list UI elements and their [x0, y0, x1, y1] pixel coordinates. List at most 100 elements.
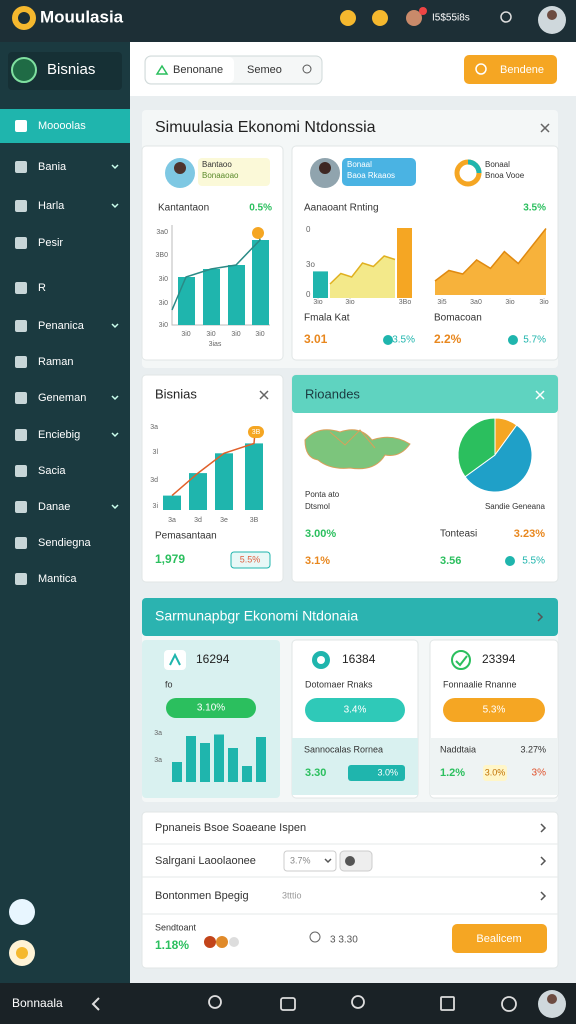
- bar: [214, 734, 224, 782]
- button-label[interactable]: Bealicem: [476, 933, 521, 945]
- bar: [242, 766, 252, 782]
- label: 1,979: [155, 552, 185, 566]
- tick-label: 3i0: [159, 300, 168, 307]
- tick-label: 3i0: [231, 331, 240, 338]
- marker: [252, 227, 264, 239]
- tab-active: [146, 57, 234, 83]
- label: 3.0%: [377, 767, 398, 777]
- pill: [305, 698, 405, 722]
- nav-item[interactable]: Penanica: [38, 320, 85, 332]
- label: Bonaal: [347, 160, 372, 169]
- tick-label: 0: [306, 225, 311, 234]
- bar: [397, 228, 412, 298]
- nav-item[interactable]: R: [38, 282, 46, 294]
- nav-item[interactable]: Harla: [38, 200, 65, 212]
- bar: [313, 271, 328, 298]
- chevron: [111, 504, 119, 510]
- tick-label: 3i0: [206, 331, 215, 338]
- notification-icon[interactable]: [340, 10, 356, 26]
- pill: [230, 551, 271, 569]
- label: Dotomaer Rnaks: [305, 679, 373, 689]
- settings-row[interactable]: Ppnaneis Bsoe Soaeane Ispen: [155, 822, 306, 834]
- nav-item[interactable]: Enciebig: [38, 429, 80, 441]
- logo-inner: [18, 12, 30, 24]
- chevron: [111, 395, 119, 401]
- label: 3B: [252, 429, 261, 436]
- chevron: [111, 323, 119, 329]
- line: [329, 255, 396, 285]
- pie-slice: [457, 417, 496, 478]
- settings-icon[interactable]: [372, 10, 388, 26]
- tick-label: 3a0: [156, 229, 168, 236]
- label: 3.27%: [520, 744, 546, 754]
- label: 3B: [250, 517, 259, 524]
- panel-title: Sarmunapbgr Ekonomi Ntdonaia: [155, 608, 358, 624]
- label: 3io: [505, 299, 514, 306]
- tab[interactable]: Semeo: [247, 64, 282, 76]
- brand: Mouulasia: [40, 7, 124, 26]
- bar: [189, 473, 207, 510]
- panel-header: [142, 598, 558, 636]
- label: 3e: [220, 517, 228, 524]
- nav-item[interactable]: Mantica: [38, 573, 77, 585]
- label: 3.5%: [392, 335, 415, 346]
- label: Dtsmol: [305, 502, 330, 511]
- avatar-head: [547, 10, 557, 20]
- tab[interactable]: Benonane: [173, 64, 223, 76]
- pill: [348, 765, 405, 781]
- nav-item[interactable]: Bania: [38, 161, 67, 173]
- bar: [200, 743, 210, 782]
- home: [280, 997, 296, 1011]
- label: 2.2%: [434, 332, 462, 346]
- settings-row[interactable]: Salrgani Laoolaonee: [155, 855, 256, 867]
- chevron: [111, 203, 119, 209]
- check: [455, 655, 468, 667]
- icon: [508, 335, 518, 345]
- label: 3io: [313, 299, 322, 306]
- label: Sendtoant: [155, 922, 197, 932]
- logo-box: [8, 52, 122, 90]
- help-button[interactable]: [9, 899, 35, 925]
- primary-button[interactable]: [464, 55, 557, 84]
- nav-item[interactable]: Raman: [38, 356, 73, 368]
- nav-item[interactable]: Pesir: [38, 237, 63, 249]
- label: Baoa Rkaaos: [347, 171, 395, 180]
- search: [208, 995, 222, 1009]
- label: 3a0: [470, 299, 482, 306]
- icon-inner: [317, 656, 325, 664]
- badge: [342, 158, 416, 186]
- toggle[interactable]: [339, 850, 373, 872]
- nav-item[interactable]: Danae: [38, 501, 70, 513]
- label: 16294: [196, 652, 230, 666]
- nav-icon: [15, 392, 27, 404]
- bar: [172, 762, 182, 782]
- tick-label: 3i0: [181, 331, 190, 338]
- tag: [248, 426, 264, 438]
- bar: [163, 495, 181, 510]
- coin: [16, 947, 28, 959]
- dropdown[interactable]: [283, 850, 337, 872]
- nav-item[interactable]: Moooolas: [38, 120, 86, 132]
- button-label[interactable]: Bendene: [500, 64, 544, 76]
- label: Sandie Geneana: [485, 502, 546, 511]
- tab-bell: [302, 64, 312, 74]
- label: 5.7%: [523, 335, 546, 346]
- nav-item[interactable]: Sacia: [38, 465, 66, 477]
- chevron: [324, 858, 332, 864]
- back: [91, 997, 100, 1011]
- card: [141, 145, 284, 361]
- label: Bantaoo: [202, 160, 232, 169]
- nav-icon: [15, 465, 27, 477]
- primary-button[interactable]: [452, 924, 547, 953]
- nav-icon: [15, 501, 27, 513]
- nav-icon: [15, 200, 27, 212]
- nav-item[interactable]: Geneman: [38, 392, 86, 404]
- pill: [166, 698, 256, 718]
- chevron-right: [540, 891, 547, 901]
- label: 3.30: [305, 767, 326, 779]
- tick-label: 3i0: [255, 331, 264, 338]
- settings-row[interactable]: Bontonmen Bpegig: [155, 890, 249, 902]
- nav-item[interactable]: Sendiegna: [38, 537, 91, 549]
- nav-icon: [15, 429, 27, 441]
